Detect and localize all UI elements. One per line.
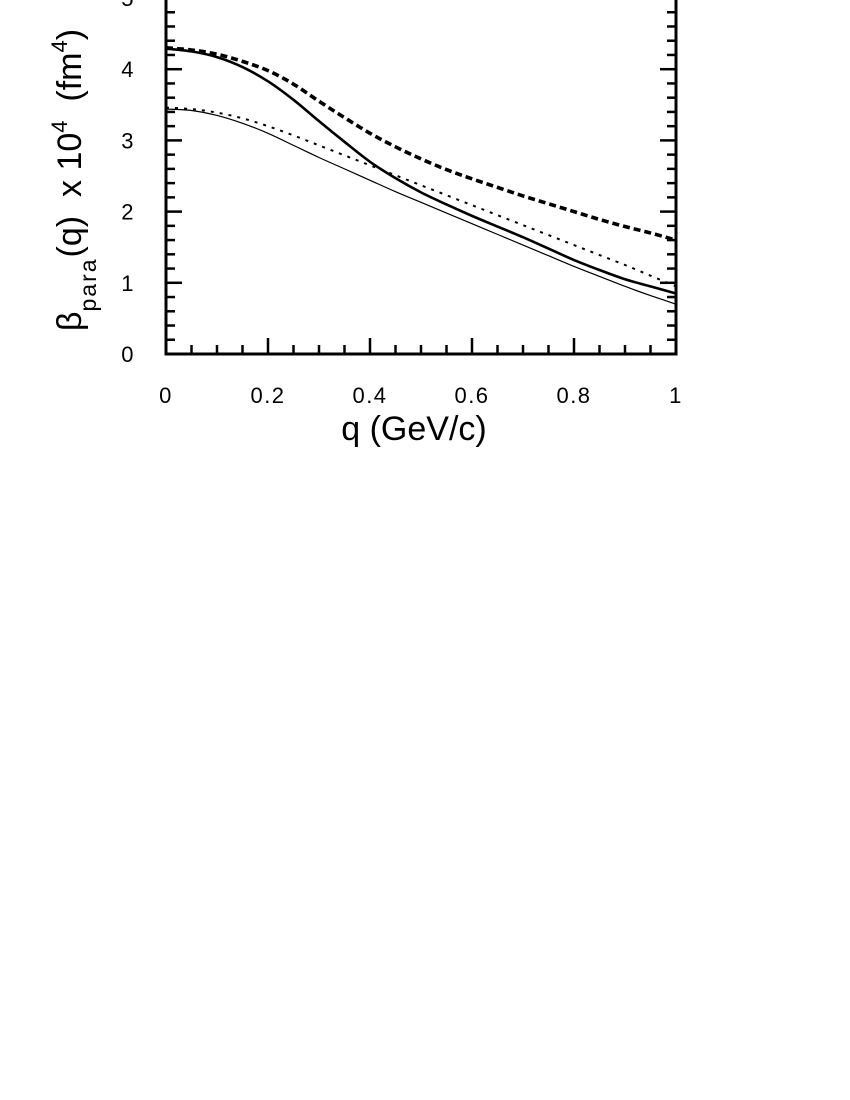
y-axis-title-exponent: 4	[47, 120, 72, 132]
y-axis-title-units-exponent: 4	[47, 40, 72, 52]
x-tick-label: 0.2	[250, 383, 285, 408]
y-axis-title-subscript: para	[75, 257, 101, 311]
y-tick-label: 0	[121, 342, 135, 367]
y-axis-title-argument: (q) x 10	[51, 133, 89, 258]
x-tick-label: 1	[669, 383, 683, 408]
tick-layer	[164, 10, 678, 356]
axes-layer	[164, 0, 678, 356]
series-thick-solid-line	[165, 47, 677, 295]
y-tick-label: 2	[121, 200, 135, 225]
y-tick-label: 4	[121, 57, 135, 82]
label-layer: 0 0.2 0.4 0.6 0.8 1 0 1 2 3 4 5	[121, 0, 683, 408]
y-tick-label: 5	[121, 0, 135, 11]
x-tick-label: 0.6	[454, 383, 489, 408]
y-axis-title-units-close: )	[51, 29, 89, 40]
x-tick-label: 0.8	[556, 383, 591, 408]
series-thick-dashed-line	[165, 46, 677, 242]
series-thin-dotted-line	[165, 106, 677, 288]
x-tick-label: 0.4	[352, 383, 387, 408]
series-thin-solid-line	[165, 108, 677, 305]
y-axis-title-symbol: β	[51, 312, 89, 332]
y-axis-title: βpara(q) x 104 (fm4)	[47, 29, 101, 331]
series-layer	[165, 46, 677, 305]
y-tick-label: 3	[121, 128, 135, 153]
y-tick-label: 1	[121, 271, 135, 296]
x-axis-title: q (GeV/c)	[341, 410, 486, 448]
y-axis-title-units: (fm	[51, 53, 89, 121]
x-tick-label: 0	[159, 383, 173, 408]
